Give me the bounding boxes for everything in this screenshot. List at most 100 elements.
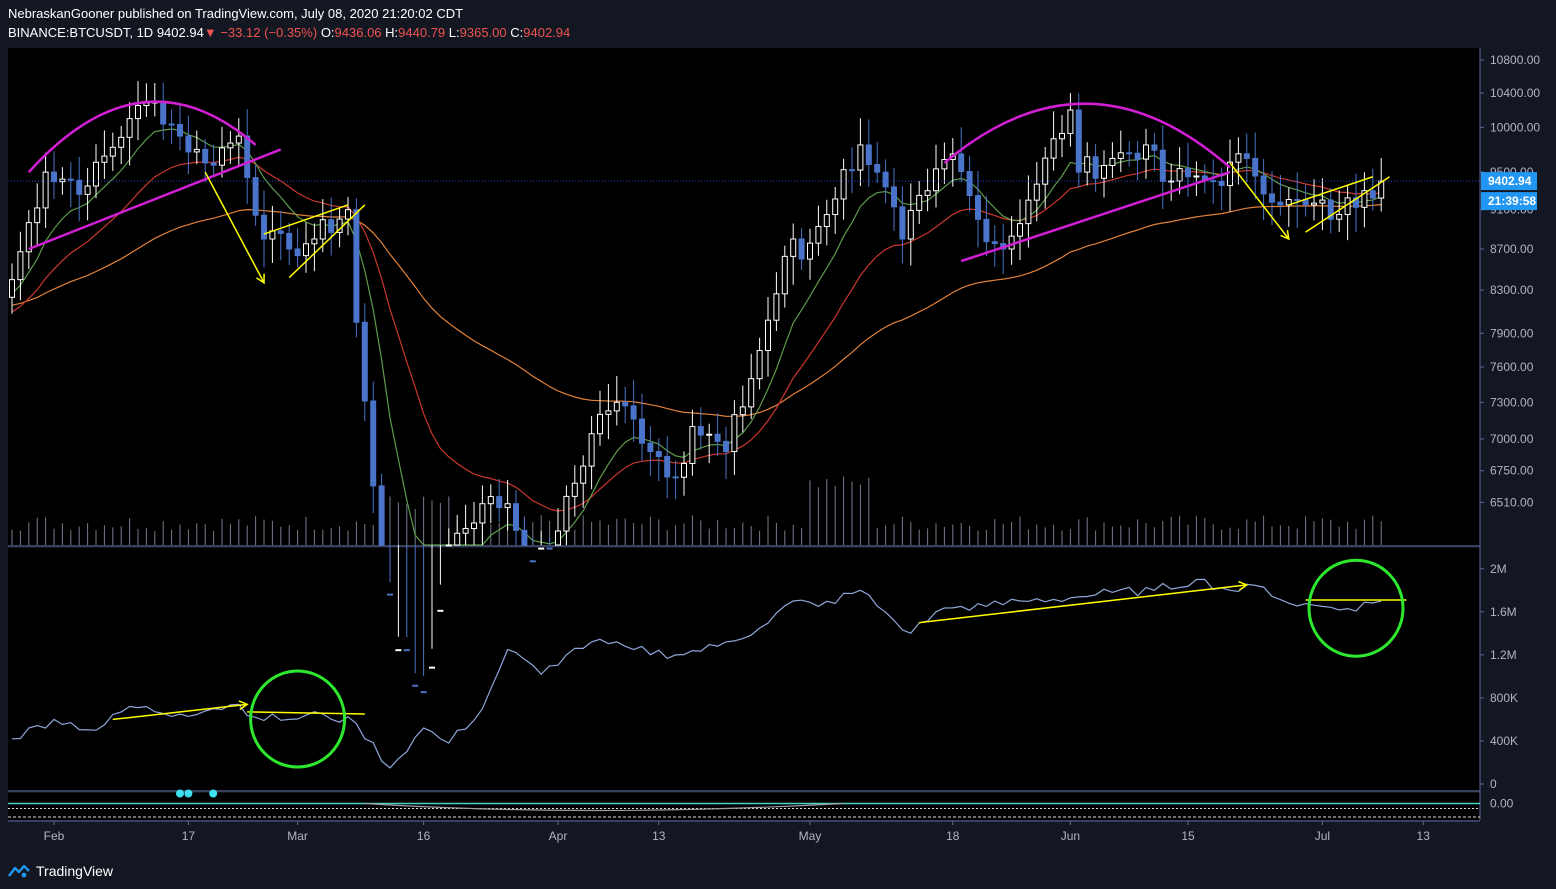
candle-body[interactable] — [345, 209, 351, 220]
candle-body[interactable] — [1042, 157, 1049, 185]
footer-brand[interactable]: TradingView — [8, 863, 113, 879]
candle-body[interactable] — [538, 547, 545, 550]
candle-body[interactable] — [294, 248, 301, 257]
candle-body[interactable] — [1059, 132, 1065, 140]
candle-body[interactable] — [958, 153, 965, 173]
candle-body[interactable] — [605, 410, 612, 415]
candle-body[interactable] — [1017, 223, 1023, 237]
candle-body[interactable] — [529, 560, 536, 563]
candle-body[interactable] — [580, 465, 587, 484]
candle-body[interactable] — [361, 321, 368, 402]
candle-body[interactable] — [496, 496, 503, 509]
candle-body[interactable] — [723, 440, 729, 453]
candle-body[interactable] — [101, 155, 108, 163]
candle-body[interactable] — [76, 179, 83, 195]
candle-body[interactable] — [1269, 193, 1275, 203]
candle-body[interactable] — [1075, 109, 1082, 173]
candle-body[interactable] — [991, 241, 998, 245]
candle-body[interactable] — [1159, 149, 1166, 182]
candle-body[interactable] — [17, 251, 24, 281]
candle-body[interactable] — [118, 136, 125, 148]
candle-body[interactable] — [227, 142, 234, 149]
candle-body[interactable] — [571, 482, 578, 497]
candle-body[interactable] — [790, 238, 797, 257]
candle-body[interactable] — [219, 147, 225, 166]
candle-body[interactable] — [975, 195, 981, 220]
candle-body[interactable] — [1050, 138, 1057, 159]
candle-body[interactable] — [1277, 201, 1284, 206]
candle-body[interactable] — [328, 219, 335, 233]
candle-body[interactable] — [1218, 180, 1225, 186]
oscillator-pane[interactable] — [8, 793, 1480, 820]
candle-body[interactable] — [555, 530, 561, 546]
candle-body[interactable] — [874, 163, 881, 173]
candle-body[interactable] — [1185, 168, 1191, 178]
candle-body[interactable] — [311, 238, 318, 245]
candle-body[interactable] — [378, 485, 385, 546]
candle-body[interactable] — [1134, 152, 1141, 160]
candle-body[interactable] — [966, 171, 973, 197]
candle-body[interactable] — [353, 209, 360, 323]
candle-body[interactable] — [622, 401, 629, 407]
candle-body[interactable] — [588, 433, 595, 467]
candle-body[interactable] — [25, 222, 32, 253]
candle-body[interactable] — [1361, 190, 1368, 208]
candle-body[interactable] — [1168, 180, 1175, 183]
candle-body[interactable] — [756, 350, 763, 380]
candle-body[interactable] — [563, 495, 570, 532]
candle-body[interactable] — [235, 135, 242, 144]
candle-body[interactable] — [51, 171, 57, 183]
candle-body[interactable] — [67, 178, 74, 181]
candle-body[interactable] — [487, 496, 494, 505]
candle-body[interactable] — [1235, 153, 1242, 163]
candle-body[interactable] — [655, 451, 662, 457]
candle-body[interactable] — [42, 171, 49, 209]
candle-body[interactable] — [1193, 175, 1200, 178]
candle-body[interactable] — [1151, 144, 1158, 151]
candle-body[interactable] — [706, 433, 713, 436]
candle-body[interactable] — [160, 100, 167, 125]
candle-body[interactable] — [1092, 156, 1099, 179]
candle-body[interactable] — [1084, 156, 1091, 173]
candle-body[interactable] — [697, 426, 704, 436]
candle-body[interactable] — [429, 666, 435, 669]
candle-body[interactable] — [9, 279, 15, 298]
candle-body[interactable] — [916, 194, 923, 211]
candle-body[interactable] — [1210, 180, 1217, 183]
candle-body[interactable] — [1126, 152, 1133, 155]
candle-body[interactable] — [126, 118, 133, 138]
candle-body[interactable] — [370, 400, 377, 487]
candle-body[interactable] — [865, 144, 872, 165]
candle-body[interactable] — [1176, 168, 1183, 182]
candle-body[interactable] — [1327, 199, 1334, 220]
candle-body[interactable] — [832, 198, 839, 216]
candle-body[interactable] — [387, 593, 393, 596]
candle-body[interactable] — [933, 168, 939, 192]
candle-body[interactable] — [781, 255, 788, 295]
candle-body[interactable] — [882, 171, 889, 188]
symbol-label[interactable]: BINANCE:BTCUSDT, 1D — [8, 25, 154, 40]
candle-body[interactable] — [84, 185, 91, 195]
candle-body[interactable] — [109, 146, 116, 157]
candle-body[interactable] — [261, 214, 267, 240]
candle-body[interactable] — [714, 433, 721, 442]
candle-body[interactable] — [303, 243, 309, 257]
candle-body[interactable] — [420, 691, 427, 694]
candle-body[interactable] — [798, 238, 805, 260]
candle-body[interactable] — [277, 230, 284, 234]
candle-body[interactable] — [1033, 183, 1040, 201]
candle-body[interactable] — [135, 105, 141, 120]
candle-body[interactable] — [445, 544, 452, 547]
candle-body[interactable] — [454, 532, 461, 546]
candle-body[interactable] — [462, 528, 469, 534]
candle-body[interactable] — [59, 178, 66, 183]
obv-pane[interactable] — [8, 548, 1480, 790]
candle-body[interactable] — [34, 207, 41, 224]
candle-body[interactable] — [907, 209, 914, 240]
candle-body[interactable] — [252, 177, 259, 216]
candle-body[interactable] — [93, 161, 99, 187]
candle-body[interactable] — [1369, 190, 1376, 199]
candle-body[interactable] — [286, 232, 293, 250]
candle-body[interactable] — [899, 206, 906, 240]
